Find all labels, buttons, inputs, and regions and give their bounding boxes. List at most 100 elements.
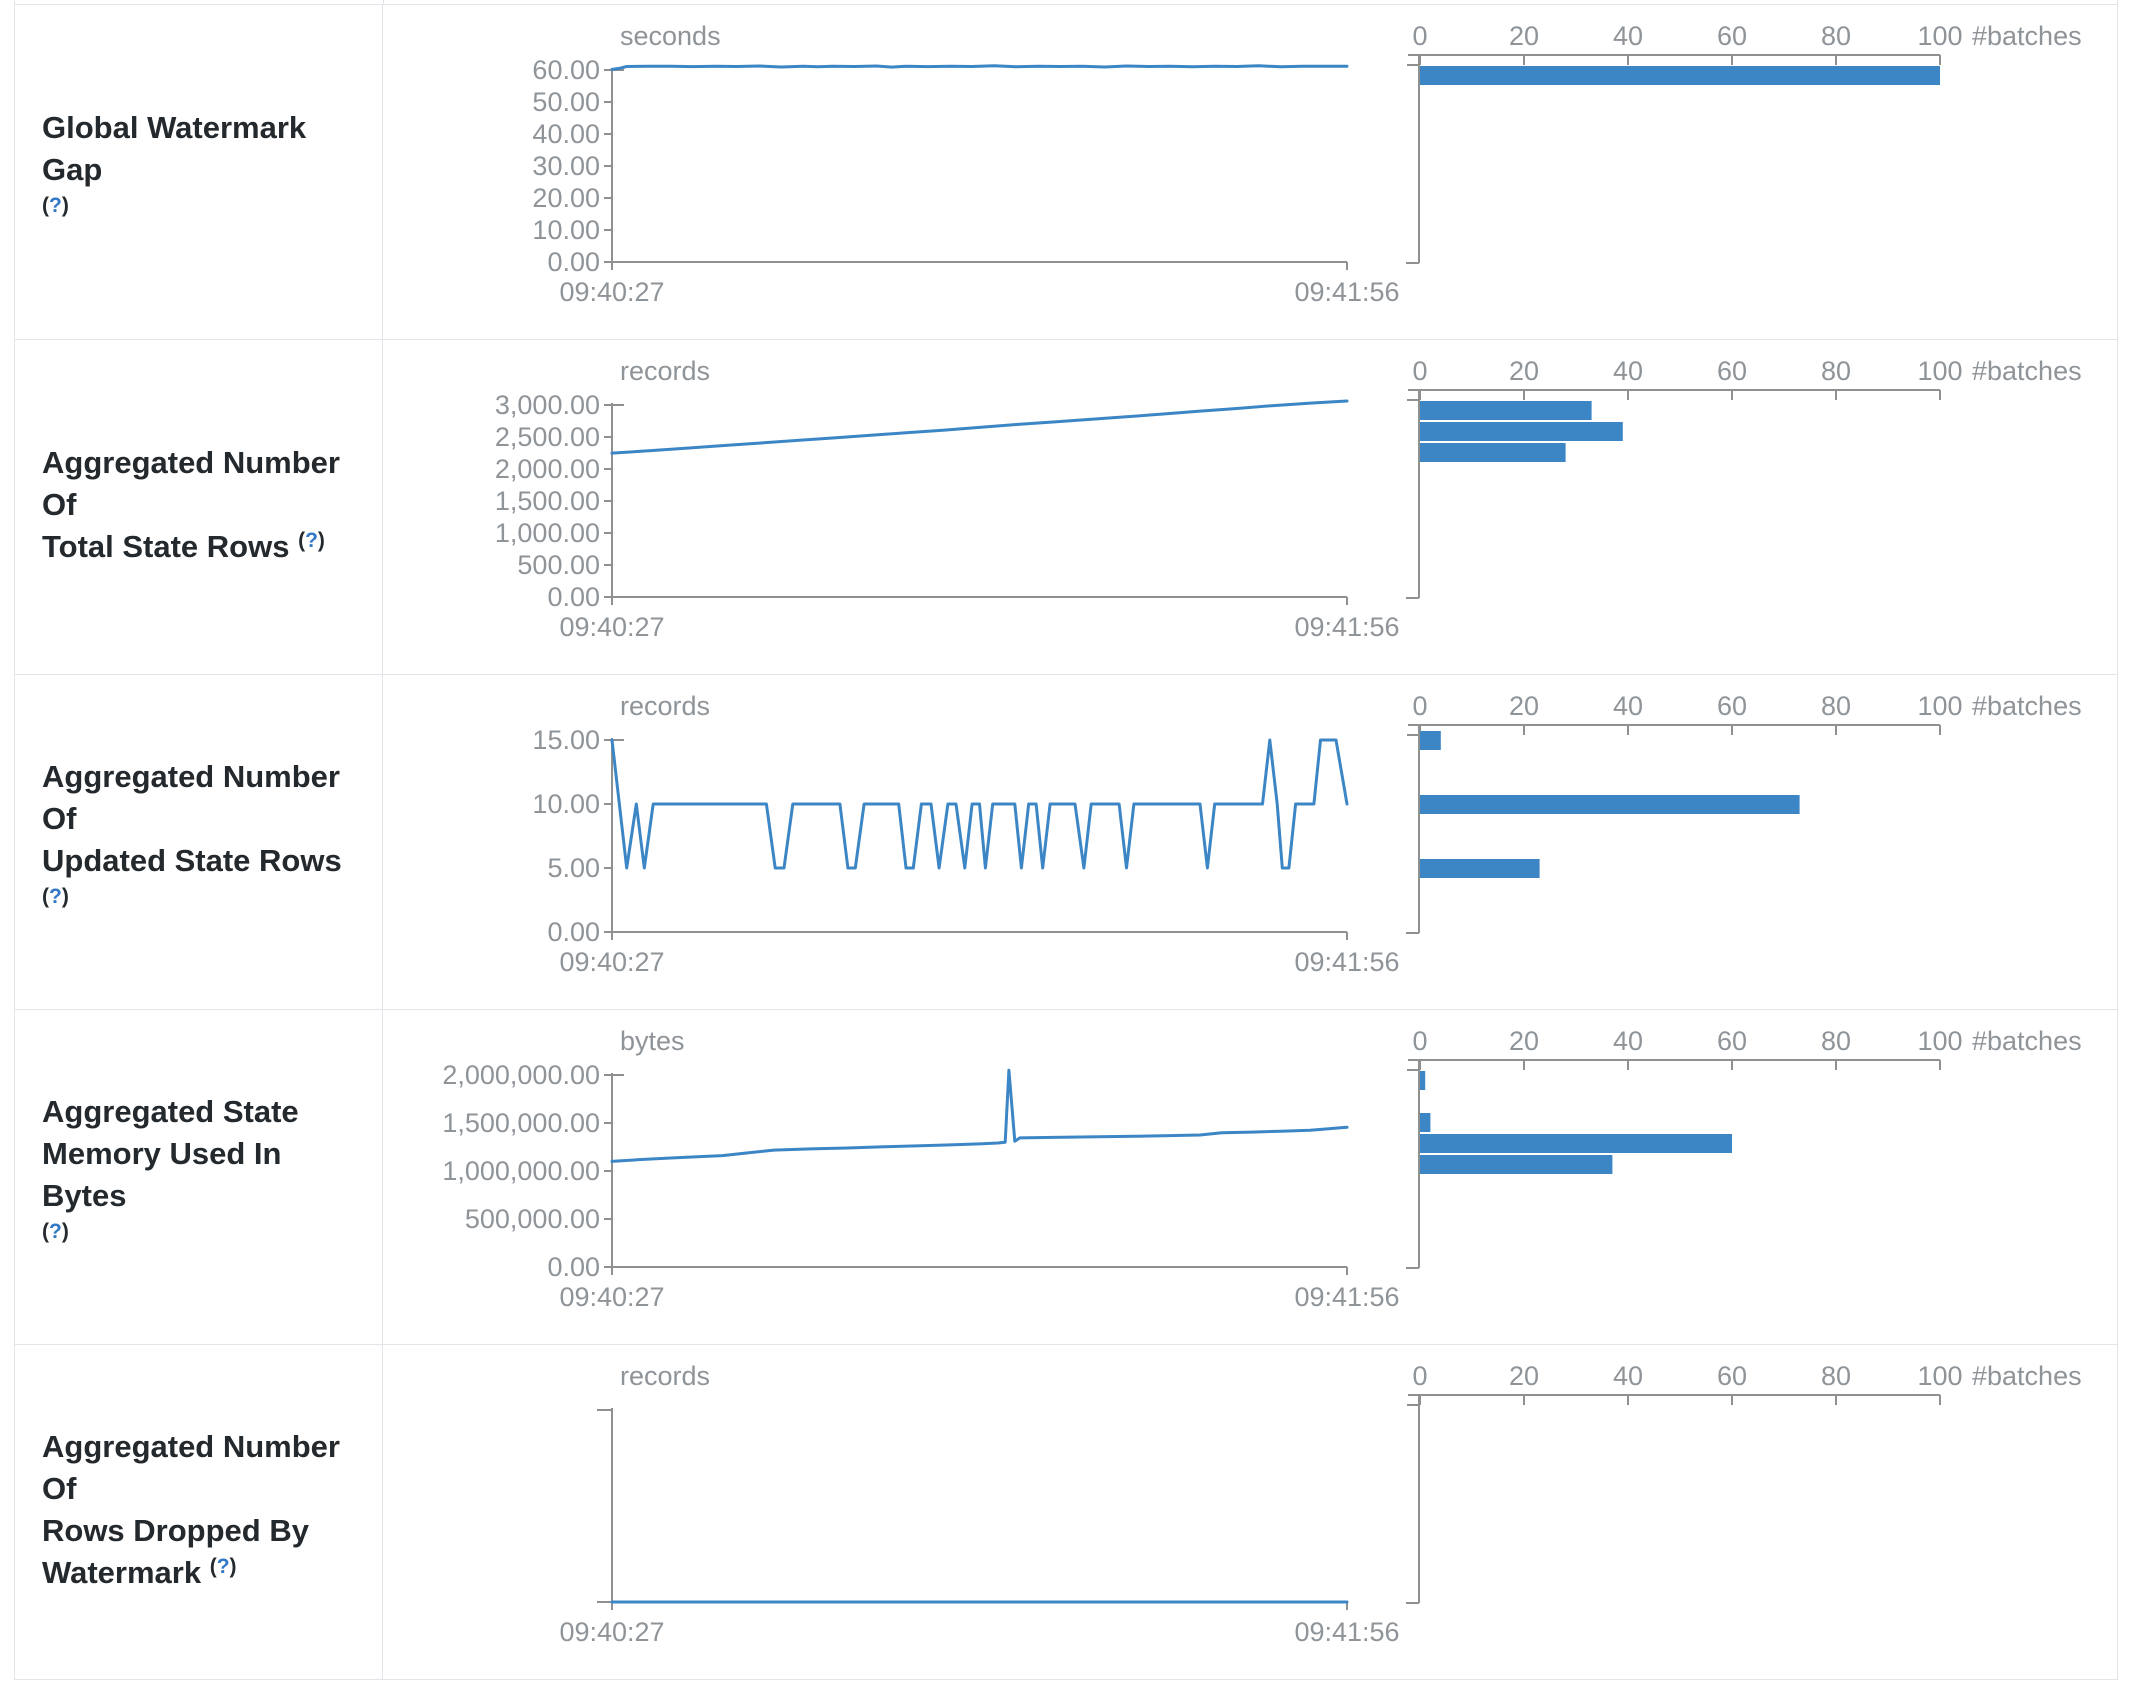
svg-text:20: 20: [1509, 356, 1539, 386]
metric-label: Aggregated State Memory Used In Bytes (?): [15, 1091, 382, 1263]
svg-text:#batches: #batches: [1972, 1026, 2082, 1056]
svg-text:0: 0: [1412, 21, 1427, 51]
timeline-line: [610, 399, 1349, 455]
question-mark-icon: ?: [49, 1220, 62, 1243]
metric-label-line: Aggregated Number Of: [42, 759, 340, 836]
metric-label-line: Updated State Rows: [42, 843, 342, 878]
metric-label-line: Rows Dropped By: [42, 1513, 309, 1548]
timeline-line: [610, 1068, 1349, 1163]
svg-text:5.00: 5.00: [547, 853, 600, 883]
svg-text:60: 60: [1717, 691, 1747, 721]
metric-charts-svg: records 09:40:27 09:41:56 0 20 40 60 80 100 #batc…: [559, 1361, 2082, 1647]
metric-label-line: Total State Rows: [42, 529, 290, 564]
question-mark-icon: ?: [216, 1555, 230, 1578]
histogram-bar: [1420, 1113, 1431, 1132]
metric-label-line: Aggregated Number Of: [42, 445, 340, 522]
svg-text:20: 20: [1509, 1026, 1539, 1056]
svg-text:10.00: 10.00: [532, 215, 600, 245]
svg-text:0: 0: [1412, 1026, 1427, 1056]
svg-text:1,500,000.00: 1,500,000.00: [442, 1108, 600, 1138]
metric-label-line: Aggregated Number Of: [42, 1429, 340, 1506]
svg-text:records: records: [620, 691, 710, 721]
svg-text:30.00: 30.00: [532, 151, 600, 181]
metric-label-line: Aggregated State: [42, 1094, 299, 1129]
svg-text:#batches: #batches: [1972, 1361, 2082, 1391]
svg-text:500,000.00: 500,000.00: [465, 1204, 600, 1234]
svg-text:100: 100: [1917, 691, 1962, 721]
timeline-chart: records 09:40:27 09:41:56: [559, 1361, 1399, 1647]
metric-charts-cell: records 3,000.00 2,500.00 2,000.00 1,500.00 1…: [383, 340, 2117, 674]
svg-text:500.00: 500.00: [517, 550, 600, 580]
metric-label-line: Watermark: [42, 1555, 202, 1590]
metric-label-cell: Aggregated Number Of Rows Dropped By Water…: [15, 1345, 383, 1679]
help-tooltip-link[interactable]: (?): [42, 194, 69, 217]
metric-label: Global Watermark Gap (?): [15, 107, 382, 237]
metric-row-2: Aggregated Number Of Updated State Rows (…: [15, 675, 2117, 1010]
histogram-bar: [1420, 443, 1566, 462]
svg-text:40: 40: [1613, 21, 1643, 51]
histogram-bar: [1420, 66, 1940, 85]
svg-text:09:41:56: 09:41:56: [1294, 1282, 1399, 1312]
svg-text:100: 100: [1917, 21, 1962, 51]
metric-charts-cell: records 09:40:27 09:41:56 0 20 40 60 80 100 #batc…: [383, 1345, 2117, 1679]
histogram-bar: [1420, 1155, 1613, 1174]
svg-text:#batches: #batches: [1972, 21, 2082, 51]
svg-text:100: 100: [1917, 356, 1962, 386]
metric-label: Aggregated Number Of Updated State Rows (…: [15, 756, 382, 928]
histogram-chart: 0 20 40 60 80 100 #batches: [1406, 1361, 2082, 1604]
metric-label-line: Global Watermark Gap: [42, 110, 307, 187]
svg-text:60: 60: [1717, 1361, 1747, 1391]
svg-text:60: 60: [1717, 21, 1747, 51]
help-tooltip-link[interactable]: (?): [209, 1555, 237, 1578]
svg-text:0.00: 0.00: [547, 582, 600, 612]
svg-text:20.00: 20.00: [532, 183, 600, 213]
help-tooltip-link[interactable]: (?): [298, 529, 325, 552]
metric-charts-cell: records 15.00 10.00 5.00 0.00 09:40:27 09:41:5…: [383, 675, 2117, 1009]
metric-charts-cell: seconds 60.00 50.00 40.00 30.00 20.00 10.00 0.0…: [383, 5, 2117, 339]
svg-text:0.00: 0.00: [547, 1252, 600, 1282]
svg-text:1,000.00: 1,000.00: [495, 518, 600, 548]
svg-text:40: 40: [1613, 691, 1643, 721]
svg-text:#batches: #batches: [1972, 356, 2082, 386]
metric-row-0: Global Watermark Gap (?) seconds 60.00 50.00…: [15, 5, 2117, 340]
histogram-bar: [1420, 401, 1592, 420]
question-mark-icon: ?: [49, 194, 62, 217]
svg-text:40: 40: [1613, 356, 1643, 386]
metric-label: Aggregated Number Of Rows Dropped By Water…: [15, 1426, 382, 1598]
metric-label-cell: Aggregated State Memory Used In Bytes (?): [15, 1010, 383, 1344]
svg-text:50.00: 50.00: [532, 87, 600, 117]
metric-row-3: Aggregated State Memory Used In Bytes (?) b…: [15, 1010, 2117, 1345]
timeline-chart: records 3,000.002,500.002,000.001,500.001…: [495, 356, 1400, 642]
svg-text:#batches: #batches: [1972, 691, 2082, 721]
histogram-bar: [1420, 1134, 1732, 1153]
help-tooltip-link[interactable]: (?): [42, 1220, 69, 1243]
metric-label-cell: Global Watermark Gap (?): [15, 5, 383, 339]
metric-label-line: Memory Used In Bytes: [42, 1136, 282, 1213]
svg-text:0: 0: [1412, 691, 1427, 721]
svg-text:80: 80: [1821, 21, 1851, 51]
svg-text:20: 20: [1509, 1361, 1539, 1391]
svg-text:20: 20: [1509, 21, 1539, 51]
metric-row-1: Aggregated Number Of Total State Rows (?)…: [15, 340, 2117, 675]
histogram-bar: [1420, 859, 1540, 878]
svg-text:100: 100: [1917, 1361, 1962, 1391]
svg-text:80: 80: [1821, 1026, 1851, 1056]
svg-text:09:40:27: 09:40:27: [559, 1282, 664, 1312]
metric-charts-svg: bytes 2,000,000.00 1,500,000.00 1,000,000.0…: [442, 1026, 2082, 1312]
svg-text:seconds: seconds: [620, 21, 721, 51]
histogram-bar: [1420, 731, 1441, 750]
metric-label-cell: Aggregated Number Of Total State Rows (?): [15, 340, 383, 674]
svg-text:09:40:27: 09:40:27: [559, 277, 664, 307]
help-tooltip-link[interactable]: (?): [42, 885, 69, 908]
svg-text:100: 100: [1917, 1026, 1962, 1056]
svg-text:0: 0: [1412, 356, 1427, 386]
svg-text:0.00: 0.00: [547, 247, 600, 277]
svg-text:09:40:27: 09:40:27: [559, 612, 664, 642]
question-mark-icon: ?: [305, 529, 318, 552]
timeline-line: [610, 64, 1349, 71]
svg-text:records: records: [620, 1361, 710, 1391]
table-top-edge: [14, 0, 2118, 4]
histogram-bar: [1420, 422, 1623, 441]
metric-label: Aggregated Number Of Total State Rows (?): [15, 442, 382, 572]
